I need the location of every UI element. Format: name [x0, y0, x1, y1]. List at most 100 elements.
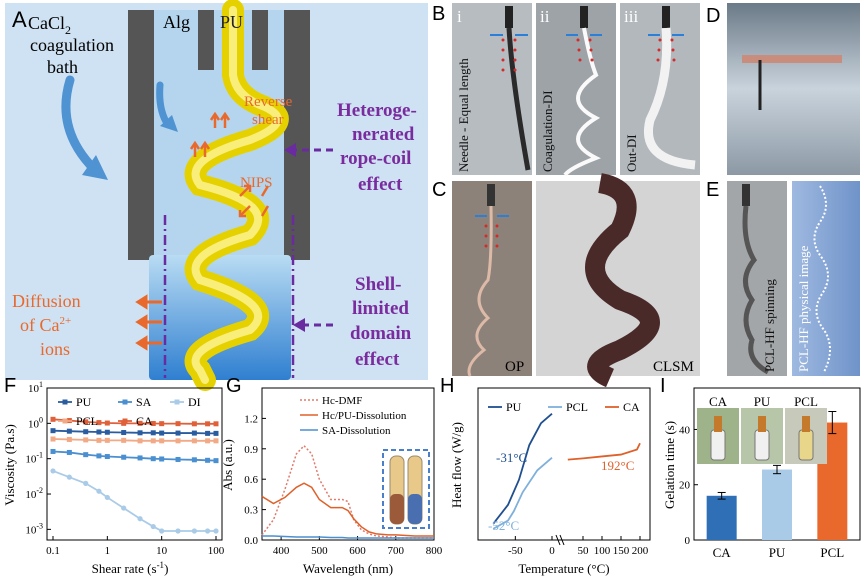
- panel-f: F 0.1 1 10 100 10-3 10-2 10-1 100 101 PU SA DI PCL C…: [2, 375, 225, 576]
- caption-e-physical: PCL-HF physical image: [796, 245, 811, 372]
- legend-label-di: DI: [188, 395, 201, 409]
- outer-needle-left-wall: [128, 10, 154, 260]
- x-tick-label-i: PU: [769, 545, 786, 560]
- caption-e-spinning: PCL-HF spinning: [762, 279, 777, 372]
- panel-letter-h: H: [440, 375, 454, 397]
- svg-text:Diffusion: Diffusion: [12, 291, 81, 311]
- bath-flow-arrow: [61, 75, 100, 175]
- xlabel-h: Temperature (°C): [518, 561, 609, 576]
- legend-marker-pu: [62, 399, 68, 405]
- ylabel-h: Heat flow (W/g): [449, 422, 464, 508]
- point-pu: [121, 430, 127, 436]
- point-di: [96, 488, 102, 494]
- x-tick-label-f: 100: [208, 545, 225, 557]
- gel-vial-pu: [754, 429, 770, 461]
- svg-text:bath: bath: [47, 57, 78, 77]
- x-tick-label-f: 10: [156, 545, 168, 557]
- annotation-pu-tg: -31°C: [496, 450, 527, 465]
- point-ca: [205, 421, 211, 427]
- point-pu: [83, 429, 89, 435]
- fiber-iii: [644, 27, 696, 170]
- gel-vial-ca: [710, 429, 726, 461]
- photo-d-clip: [742, 55, 842, 63]
- inner-needle-left-wall: [198, 10, 214, 70]
- series-line-sa: [52, 450, 217, 462]
- gel-drop-pcl: [802, 416, 810, 432]
- point-sa: [66, 449, 72, 455]
- plot-frame-f: [46, 387, 223, 541]
- series-line-hc-pu-dissolution: [261, 482, 434, 537]
- point-sa: [96, 453, 102, 459]
- x-tick-label-f: 0.1: [46, 545, 60, 557]
- y-tick-label-g: 0.6: [244, 474, 258, 486]
- vial-inset: [382, 449, 430, 529]
- label-b-i: i: [457, 7, 462, 26]
- needle-c: [487, 184, 495, 206]
- plot-area-h: [492, 413, 641, 530]
- plot-area-f: [50, 416, 219, 534]
- fiber-ii: [563, 27, 601, 177]
- point-di: [104, 494, 110, 501]
- needle-ii: [580, 6, 588, 28]
- plot-area-i: CA PU PCL: [706, 410, 848, 560]
- legend-label-sa: SA: [136, 395, 152, 409]
- svg-text:ions: ions: [40, 339, 70, 359]
- gel-photo-label-pcl: PCL: [794, 394, 818, 409]
- point-pcl: [175, 438, 181, 444]
- inner-needle-right-wall: [252, 10, 268, 70]
- bar-ca: [706, 495, 737, 540]
- x-tick-label-h: 50: [578, 545, 590, 557]
- point-di: [159, 528, 165, 534]
- point-di: [150, 523, 156, 530]
- series-line-sa-dissolution: [262, 535, 434, 539]
- y-tick-label-g: 0.9: [244, 444, 258, 456]
- y-tick-label-g: 0.3: [244, 505, 258, 517]
- ylabel-i: Gelation time (s): [662, 421, 677, 509]
- legend-label-pu: PU: [76, 395, 92, 409]
- nips-arrows: [238, 184, 270, 218]
- panel-letter-e: E: [706, 179, 719, 201]
- point-pcl: [50, 436, 56, 442]
- svg-text:Shell-: Shell-: [355, 274, 401, 295]
- caption-b-ii: Coagulation-DI: [540, 90, 555, 172]
- alg-flow-arrow-head: [160, 115, 178, 132]
- y-tick-label-i: 0: [685, 535, 691, 547]
- point-di: [66, 474, 72, 480]
- point-pu: [96, 429, 102, 435]
- point-pcl: [66, 436, 72, 442]
- x-tick-label-g: 700: [388, 545, 405, 557]
- needle-i: [505, 6, 513, 28]
- point-sa: [137, 455, 143, 461]
- calcium-diffusion-arrows: [135, 294, 162, 351]
- svg-text:CaCl2: CaCl2: [28, 13, 71, 37]
- panel-a: A: [5, 0, 428, 391]
- x-tick-label-h: 0: [549, 545, 555, 557]
- point-pu: [191, 430, 197, 436]
- point-pcl: [150, 438, 156, 444]
- label-b-iii: iii: [624, 7, 638, 26]
- point-pcl: [104, 437, 110, 443]
- series-line-pcl: [492, 457, 553, 530]
- axis-break-h: [559, 534, 565, 546]
- red-marker-dots-c: [484, 224, 499, 248]
- point-sa: [150, 456, 156, 462]
- legend-f: PU SA DI PCL CA: [58, 395, 201, 428]
- photo-e-spinning: [727, 181, 787, 376]
- panel-letter-g: G: [226, 375, 242, 397]
- x-tick-label-h: 150: [613, 545, 630, 557]
- vial-right-sediment: [408, 494, 422, 524]
- svg-text:nerated: nerated: [352, 124, 415, 145]
- outer-needle-right-wall: [284, 10, 310, 260]
- point-ca: [104, 420, 110, 426]
- ylabel-g: Abs (a.u.): [220, 439, 235, 491]
- y-tick-label-f: 100: [28, 415, 43, 430]
- y-tick-label-f: 10-2: [25, 486, 43, 501]
- reverse-shear-label-1: Reverse: [244, 94, 293, 110]
- fiber-e-spinning: [742, 205, 770, 375]
- point-pcl: [121, 437, 127, 443]
- point-pu: [159, 430, 165, 436]
- fiber-clsm: [585, 173, 660, 388]
- legend-label-h: CA: [623, 400, 640, 414]
- x-tick-label-g: 500: [311, 545, 328, 557]
